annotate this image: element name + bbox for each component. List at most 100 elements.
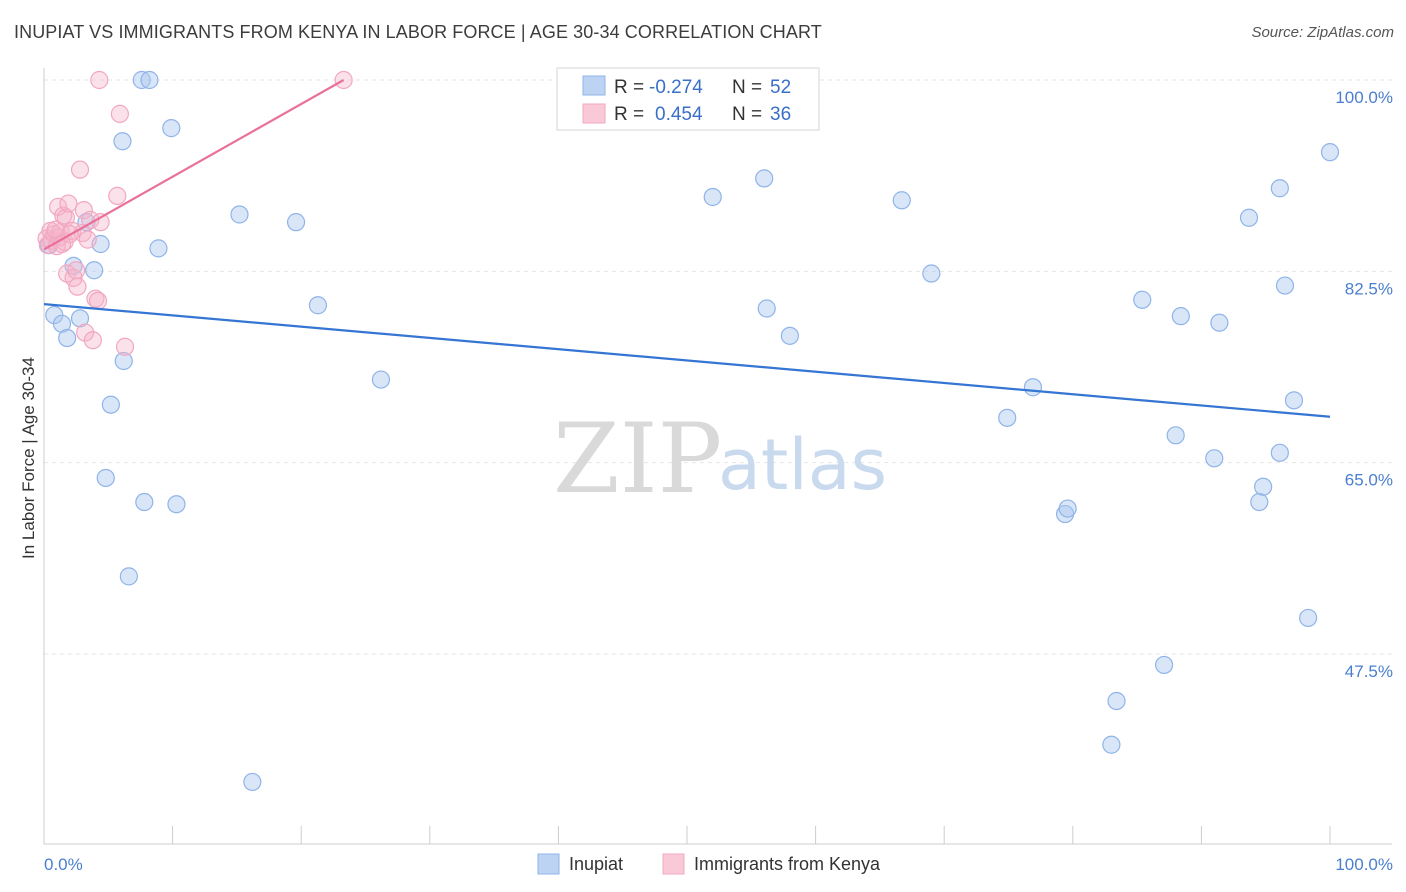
point-inupiat-47 [1275,276,1295,295]
point-inupiat-21 [286,213,306,232]
point-inupiat-17 [162,119,181,138]
point-kenya-25 [86,289,105,308]
trend-line-kenya [43,79,345,251]
y-axis-label: In Labor Force | Age 30-34 [19,357,38,559]
point-inupiat-16 [149,239,168,258]
point-kenya-22 [78,230,97,249]
point-inupiat-38 [1166,426,1185,445]
point-inupiat-29 [922,264,941,283]
point-inupiat-48 [1284,391,1304,410]
point-kenya-27 [90,70,109,90]
trend-lines [43,79,1331,418]
point-inupiat-15 [135,492,154,512]
point-inupiat-50 [1320,143,1340,162]
legend-n-label-2: N = [732,104,762,125]
point-inupiat-30 [1023,378,1043,397]
chart-title: INUPIAT VS IMMIGRANTS FROM KENYA IN LABO… [14,22,822,42]
point-inupiat-9 [96,468,115,488]
point-inupiat-1 [52,314,72,333]
point-inupiat-27 [780,326,799,345]
y-tick-label-2: 65.0% [1345,471,1393,490]
watermark-atlas: atlas [718,424,887,506]
point-kenya-13 [59,194,78,213]
y-tick-label-3: 47.5% [1345,662,1393,681]
trend-line-inupiat [43,303,1331,418]
legend-swatch-inupiat [582,75,606,96]
point-inupiat-40 [1205,449,1224,468]
legend-r-label-1: R = [614,77,644,98]
point-inupiat-20 [243,772,262,792]
bottom-legend-kenya: Immigrants from Kenya [694,854,881,874]
watermark-zip: ZIP [553,403,722,515]
point-kenya-21 [76,323,95,342]
legend-r-label-2: R = [614,104,644,125]
point-inupiat-26 [757,299,776,318]
y-tick-label-1: 82.5% [1345,279,1393,298]
point-inupiat-2 [58,328,77,348]
series-kenya-points [37,70,353,356]
grid-lines [44,79,1392,655]
point-kenya-24 [83,331,102,350]
point-inupiat-33 [1058,499,1077,518]
point-inupiat-4 [70,309,90,328]
point-inupiat-49 [1299,608,1318,628]
point-inupiat-39 [1171,307,1190,326]
point-inupiat-23 [371,370,391,389]
point-inupiat-44 [1254,477,1273,496]
point-inupiat-28 [892,191,911,210]
point-inupiat-25 [755,169,774,188]
point-inupiat-36 [1133,290,1152,309]
point-inupiat-8 [101,395,120,414]
legend-n-value-2: 36 [770,104,791,125]
legend-r-value-1: -0.274 [649,77,703,98]
point-kenya-16 [67,261,86,280]
watermark: ZIP atlas [553,403,887,515]
legend-swatch-kenya [582,103,606,124]
bottom-legend-swatch-inupiat [537,853,560,875]
x-tick-labels: 0.0% 100.0% [44,855,1393,874]
point-inupiat-10 [113,132,132,151]
point-kenya-30 [110,104,129,123]
legend-box: R = -0.274 N = 52 R = 0.454 N = 36 [556,67,820,131]
legend-r-value-2: 0.454 [655,104,703,125]
bottom-legend: Inupiat Immigrants from Kenya [537,853,881,875]
point-inupiat-31 [998,408,1017,427]
series-inupiat-points [40,70,1340,792]
point-kenya-31 [115,337,135,356]
bottom-legend-swatch-kenya [662,853,685,875]
bottom-legend-inupiat: Inupiat [569,854,623,874]
point-inupiat-43 [1250,492,1269,512]
point-inupiat-11 [114,351,133,371]
point-inupiat-24 [703,187,722,207]
y-tick-labels: 100.0% 82.5% 65.0% 47.5% [1335,88,1393,681]
point-inupiat-35 [1107,691,1126,711]
point-kenya-9 [54,206,73,225]
point-kenya-26 [88,291,108,310]
point-kenya-17 [68,277,87,296]
point-inupiat-42 [1239,208,1259,227]
point-inupiat-22 [308,296,328,315]
legend-n-value-1: 52 [770,77,791,98]
point-inupiat-34 [1102,735,1121,754]
point-inupiat-37 [1155,655,1174,675]
point-kenya-20 [74,201,93,220]
y-tick-label-0: 100.0% [1335,88,1393,107]
point-inupiat-18 [167,495,186,514]
x-tick-label-0: 0.0% [44,855,83,874]
source-credit: Source: ZipAtlas.com [1251,24,1394,41]
x-tick-label-1: 100.0% [1335,855,1393,874]
point-kenya-29 [108,186,127,205]
point-inupiat-6 [85,261,104,280]
point-inupiat-12 [119,567,138,586]
point-inupiat-14 [140,70,159,90]
axes [43,68,1392,845]
point-inupiat-41 [1210,313,1229,332]
point-inupiat-45 [1270,179,1289,198]
point-inupiat-13 [132,70,151,90]
legend-n-label-1: N = [732,77,762,98]
point-inupiat-19 [230,205,249,224]
point-kenya-18 [70,160,90,179]
point-inupiat-46 [1270,443,1289,462]
point-kenya-28 [91,213,110,232]
